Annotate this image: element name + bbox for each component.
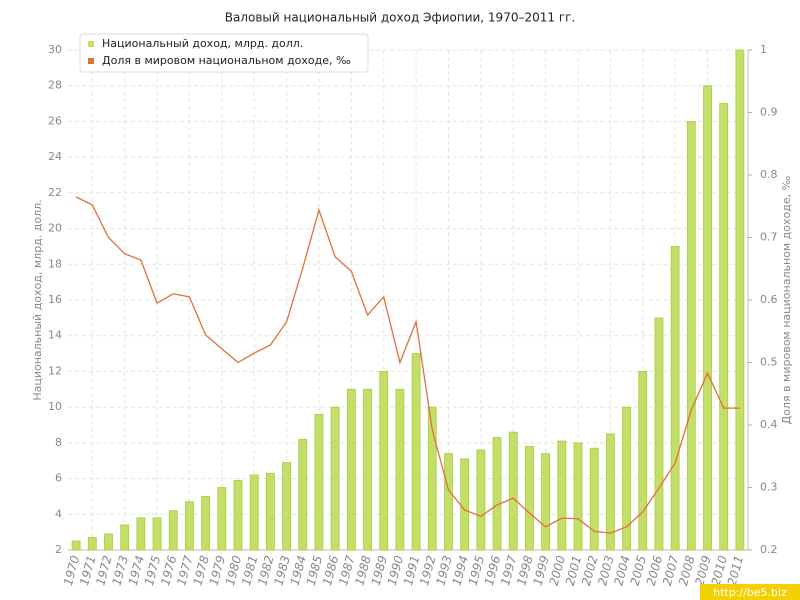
y-tick-label: 14: [48, 329, 62, 342]
bar: [670, 246, 680, 551]
watermark: http://be5.biz: [713, 586, 787, 599]
bar: [120, 524, 130, 551]
y-tick-label: 8: [55, 436, 62, 449]
bar: [314, 413, 324, 551]
bar: [87, 537, 97, 551]
bar: [605, 433, 615, 551]
bar: [168, 510, 178, 551]
legend-box: [79, 33, 369, 73]
bar: [152, 517, 162, 551]
bar: [541, 453, 551, 551]
bar: [654, 317, 664, 551]
y-tick-label: 2: [55, 543, 62, 556]
bar: [217, 487, 227, 551]
line: [75, 196, 740, 534]
y-tick-label: 18: [48, 257, 62, 270]
bar: [525, 446, 534, 551]
bar: [104, 533, 113, 551]
y-tick-label: 10: [48, 400, 62, 413]
bar: [201, 496, 211, 551]
bar: [638, 371, 648, 551]
y-tick-label: 6: [55, 472, 62, 485]
legend-label: Национальный доход, млрд. долл.: [102, 37, 303, 50]
bar: [265, 472, 275, 551]
y2-tick-label: 0.9: [760, 106, 778, 119]
legend-label: Доля в мировом национальном доходе, ‰: [102, 54, 351, 67]
bar: [298, 438, 308, 551]
bar: [719, 103, 729, 551]
bar: [411, 353, 421, 551]
y-tick-label: 30: [48, 43, 62, 56]
y-tick-label: 22: [48, 186, 62, 199]
y-tick-label: 4: [55, 507, 62, 520]
bar: [460, 458, 470, 551]
bar: [136, 517, 146, 551]
bar: [622, 406, 631, 551]
legend: Национальный доход, млрд. долл. Доля в ми…: [79, 33, 369, 73]
bar: [573, 442, 583, 551]
bar: [444, 453, 453, 551]
bar: [379, 371, 389, 551]
bar: [589, 447, 599, 551]
bar: [557, 440, 567, 551]
bar: [395, 388, 405, 551]
bar: [735, 49, 745, 551]
plot: 246810121416182022242628300.20.30.40.50.…: [48, 33, 778, 587]
bar: [346, 388, 356, 551]
bar: [249, 474, 259, 551]
bar: [686, 121, 696, 551]
bar: [363, 388, 372, 551]
legend-swatch: [88, 41, 94, 47]
bar: [282, 462, 291, 551]
y-tick-label: 12: [48, 364, 62, 377]
y2-tick-label: 0.8: [760, 168, 778, 181]
bar: [508, 431, 518, 551]
y2-tick-label: 1: [760, 43, 767, 56]
y2-tick-label: 0.2: [760, 543, 778, 556]
y-axis-label: Национальный доход, млрд. долл.: [31, 199, 44, 400]
y2-tick-label: 0.3: [760, 481, 778, 494]
bar: [233, 479, 243, 551]
y2-axis-label: Доля в мировом национальном доходе, ‰: [780, 175, 793, 424]
y-tick-label: 28: [48, 79, 62, 92]
y-tick-label: 24: [48, 150, 62, 163]
legend-swatch: [88, 58, 94, 64]
bar: [427, 406, 437, 551]
y-tick-label: 26: [48, 114, 62, 127]
y2-tick-label: 0.6: [760, 293, 778, 306]
y2-tick-label: 0.7: [760, 231, 778, 244]
y2-tick-label: 0.5: [760, 356, 778, 369]
chart-title: Валовый национальный доход Эфиопии, 1970…: [225, 11, 576, 25]
y-tick-label: 16: [48, 293, 62, 306]
y-tick-label: 20: [48, 222, 62, 235]
bar: [185, 501, 194, 551]
bar: [476, 449, 486, 551]
bar: [492, 437, 502, 551]
bar: [71, 540, 81, 551]
bar: [330, 406, 340, 551]
watermark-bg: [700, 584, 800, 600]
y2-tick-label: 0.4: [760, 418, 778, 431]
bar: [703, 85, 712, 551]
